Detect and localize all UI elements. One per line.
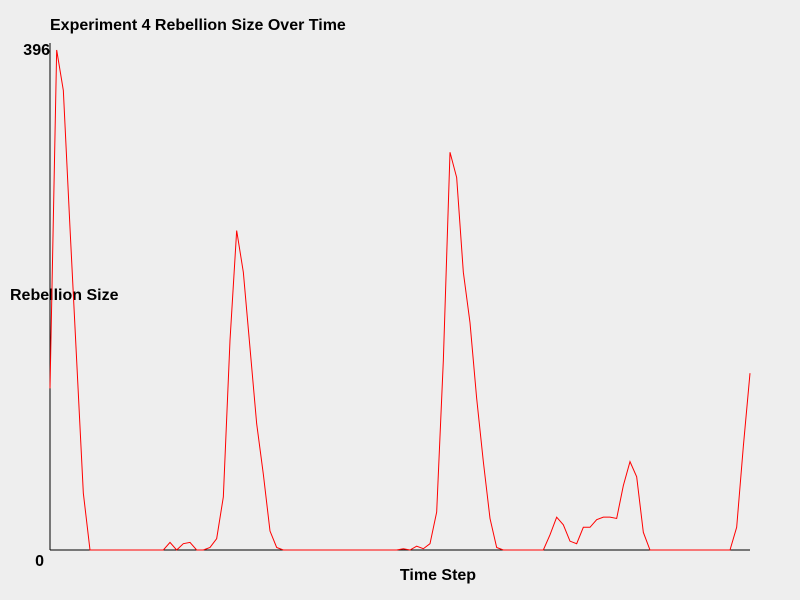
y-tick-min: 0 <box>35 553 44 570</box>
y-axis-label: Rebellion Size <box>10 287 119 304</box>
x-axis-label: Time Step <box>400 567 476 584</box>
chart-title: Experiment 4 Rebellion Size Over Time <box>50 17 346 34</box>
series-layer <box>49 49 751 551</box>
y-tick-max: 396 <box>23 42 50 59</box>
series-line-0 <box>49 49 751 551</box>
